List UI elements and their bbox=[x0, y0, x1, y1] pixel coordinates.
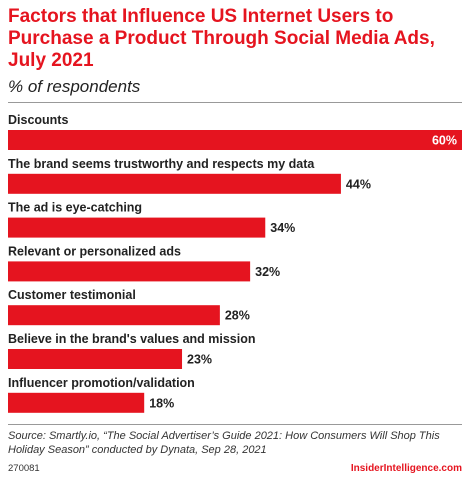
bar bbox=[8, 173, 341, 194]
value-label: 18% bbox=[149, 396, 174, 410]
value-label: 28% bbox=[225, 309, 250, 323]
category-label: The brand seems trustworthy and respects… bbox=[8, 157, 315, 171]
value-label: 23% bbox=[187, 353, 212, 367]
chart-id: 270081 bbox=[8, 463, 40, 474]
bar bbox=[8, 392, 145, 413]
category-label: Influencer promotion/validation bbox=[8, 376, 195, 390]
bar bbox=[8, 349, 183, 369]
bottom-divider bbox=[8, 424, 462, 425]
value-label: 32% bbox=[255, 265, 280, 279]
source-note: Source: Smartly.io, “The Social Advertis… bbox=[8, 430, 440, 456]
chart-subtitle: % of respondents bbox=[8, 77, 141, 96]
category-label: Believe in the brand's values and missio… bbox=[8, 332, 256, 346]
category-label: Relevant or personalized ads bbox=[8, 244, 181, 258]
bar bbox=[8, 217, 266, 238]
brand-logo: InsiderIntelligence.com bbox=[350, 463, 462, 474]
bar bbox=[8, 130, 462, 150]
value-label: 60% bbox=[432, 134, 457, 148]
top-divider bbox=[8, 102, 462, 103]
category-label: Discounts bbox=[8, 113, 68, 127]
category-label: Customer testimonial bbox=[8, 288, 136, 302]
bar bbox=[8, 261, 251, 282]
chart-title: Factors that Influence US Internet Users… bbox=[8, 6, 435, 71]
value-label: 34% bbox=[270, 221, 295, 235]
bar bbox=[8, 305, 220, 326]
value-label: 44% bbox=[346, 177, 371, 191]
category-label: The ad is eye-catching bbox=[8, 201, 142, 215]
